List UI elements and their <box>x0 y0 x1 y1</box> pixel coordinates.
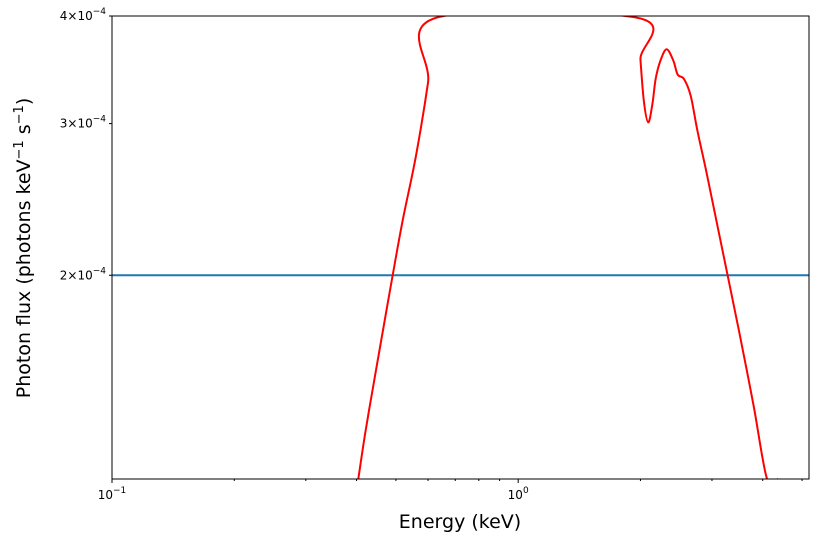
plot-frame <box>111 15 810 480</box>
x-tick-label: 100 <box>508 486 529 502</box>
x-axis-label: Energy (keV) <box>399 511 521 533</box>
series-line-1 <box>357 16 778 479</box>
y-tick-label: 2×10−4 <box>60 266 107 282</box>
x-tick-label: 10−1 <box>98 486 127 502</box>
y-tick-label: 4×10−4 <box>60 7 107 23</box>
y-tick-label: 3×10−4 <box>60 115 107 131</box>
y-axis-label: Photon flux (photons keV−1 s−1) <box>12 98 36 399</box>
